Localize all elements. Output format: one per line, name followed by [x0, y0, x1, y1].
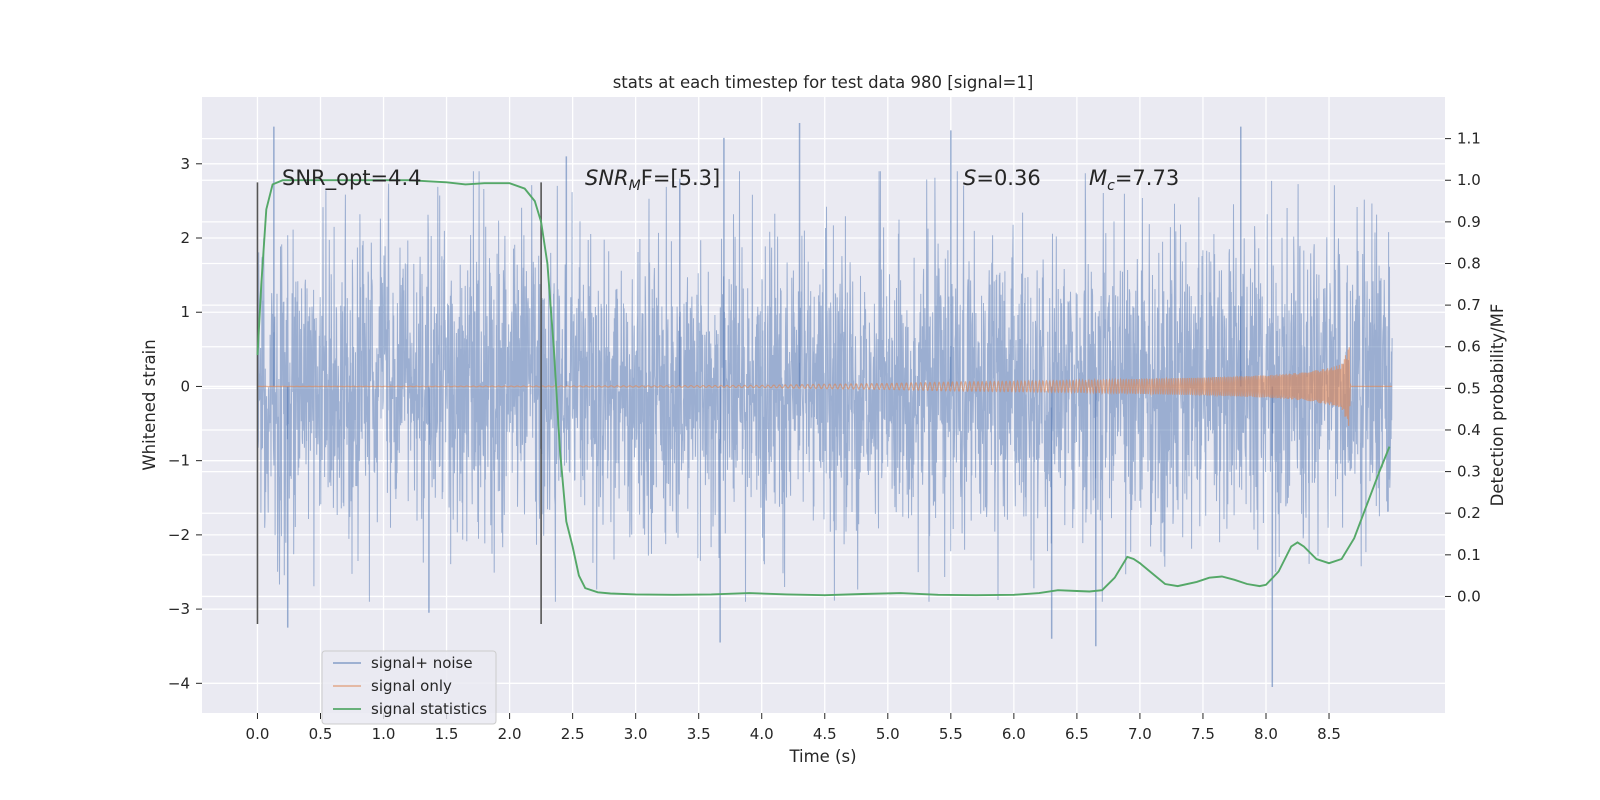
- y-right-axis-label: Detection probability/MF: [1488, 304, 1507, 507]
- x-tick-label-6: 3.0: [624, 725, 648, 743]
- x-tick-label-12: 6.0: [1002, 725, 1026, 743]
- x-tick-label-2: 1.0: [372, 725, 396, 743]
- y-tick-label-7: −4: [168, 674, 190, 692]
- y-right-tick-label-8: 0.3: [1457, 463, 1481, 481]
- y-right-axis-ticks: 1.1 1.0 0.9 0.8 0.7 0.6 0.5 0.4 0.3 0.2 0.1 0.0: [1445, 130, 1481, 605]
- x-tick-label-0: 0.0: [246, 725, 270, 743]
- y-right-tick-label-2: 0.9: [1457, 213, 1481, 231]
- annotation-s: S=0.36: [963, 166, 1041, 190]
- x-axis-label: Time (s): [788, 747, 856, 766]
- y-right-tick-label-11: 0.0: [1457, 587, 1481, 605]
- legend-label-signal-noise: signal+ noise: [371, 654, 473, 672]
- x-axis-ticks: 0.0 0.5 1.0 1.5 2.0 2.5 3.0 3.5 4.0 4.5 5.0 5.5 6.0 6…: [246, 713, 1341, 743]
- legend: signal+ noise signal only signal statist…: [321, 650, 497, 725]
- x-tick-label-11: 5.5: [939, 725, 963, 743]
- legend-label-signal-statistics: signal statistics: [371, 700, 487, 718]
- annotation-snr-mf-symbol: SNR: [585, 166, 629, 190]
- annotation-snr-mf: SNRMF=[5.3]: [585, 166, 720, 194]
- x-tick-label-4: 2.0: [498, 725, 522, 743]
- annotation-snr-mf-value: F=[5.3]: [641, 166, 720, 190]
- annotation-mc-value: =7.73: [1115, 166, 1179, 190]
- x-tick-label-14: 7.0: [1128, 725, 1152, 743]
- annotation-snr-mf-subscript: M: [629, 178, 641, 194]
- signal-noise-trace: [257, 171, 1393, 602]
- y-tick-label-4: −1: [168, 452, 190, 470]
- y-right-tick-label-6: 0.5: [1457, 379, 1481, 397]
- annotation-snr-opt: SNR_opt=4.4: [282, 166, 422, 191]
- y-right-tick-label-0: 1.1: [1457, 130, 1481, 148]
- y-tick-label-3: 0: [180, 377, 190, 395]
- x-tick-label-10: 5.0: [876, 725, 900, 743]
- signal-only-series: [257, 347, 1393, 426]
- y-right-tick-label-7: 0.4: [1457, 421, 1481, 439]
- x-tick-label-15: 7.5: [1191, 725, 1215, 743]
- signal-only-trace: [257, 347, 1393, 426]
- y-tick-label-6: −3: [168, 600, 190, 618]
- annotation-mc-subscript: c: [1107, 178, 1115, 194]
- legend-box: [321, 650, 497, 725]
- y-right-tick-label-4: 0.7: [1457, 296, 1481, 314]
- signal-noise-series: [257, 122, 1393, 688]
- x-tick-label-8: 4.0: [750, 725, 774, 743]
- x-tick-label-5: 2.5: [561, 725, 585, 743]
- annotation-s-symbol: S: [963, 166, 976, 190]
- x-tick-label-3: 1.5: [435, 725, 459, 743]
- y-right-tick-label-9: 0.2: [1457, 504, 1481, 522]
- x-tick-label-7: 3.5: [687, 725, 711, 743]
- vertical-markers: [256, 182, 542, 624]
- legend-label-signal-only: signal only: [371, 677, 452, 695]
- annotation-mc: Mc=7.73: [1089, 166, 1179, 194]
- x-tick-label-9: 4.5: [813, 725, 837, 743]
- y-tick-label-1: 2: [180, 229, 190, 247]
- y-tick-label-0: 3: [180, 155, 190, 173]
- x-tick-label-13: 6.5: [1065, 725, 1089, 743]
- x-tick-label-17: 8.5: [1317, 725, 1341, 743]
- y-tick-label-2: 1: [180, 303, 190, 321]
- y-right-tick-label-1: 1.0: [1457, 171, 1481, 189]
- y-axis-ticks: 3 2 1 0 −1 −2 −3 −4: [168, 155, 202, 692]
- y-right-tick-label-5: 0.6: [1457, 338, 1481, 356]
- y-right-tick-label-10: 0.1: [1457, 546, 1481, 564]
- chart-title: stats at each timestep for test data 980…: [613, 73, 1034, 92]
- annotation-s-value: =0.36: [976, 166, 1040, 190]
- x-tick-label-16: 8.0: [1254, 725, 1278, 743]
- y-tick-label-5: −2: [168, 526, 190, 544]
- x-tick-label-1: 0.5: [309, 725, 333, 743]
- annotation-mc-symbol: M: [1089, 166, 1107, 190]
- signal-statistics-line: [256, 179, 1391, 597]
- y-right-tick-label-3: 0.8: [1457, 254, 1481, 272]
- y-axis-label: Whitened strain: [140, 339, 159, 470]
